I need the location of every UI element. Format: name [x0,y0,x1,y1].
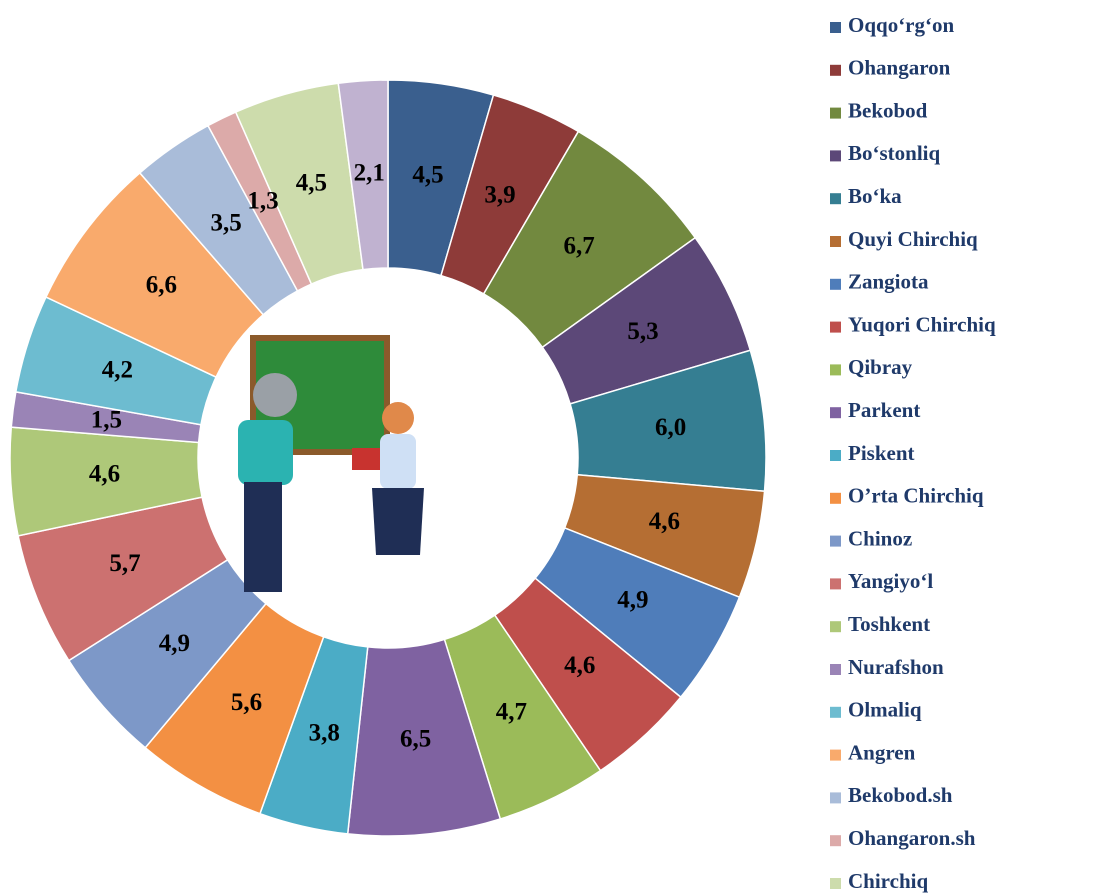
data-label: 1,5 [91,406,122,433]
legend-swatch [830,22,841,33]
data-label: 4,6 [89,461,120,488]
data-label: 2,1 [354,159,385,186]
legend-label: Nurafshon [848,655,944,679]
legend-swatch [830,150,841,162]
legend-swatch [830,278,841,290]
legend-swatch [830,492,841,504]
legend-label: O’rta Chirchiq [848,484,984,508]
legend-label: Chirchiq [848,869,928,893]
data-label: 6,7 [564,233,595,260]
legend-swatch [830,321,841,333]
illustration [238,335,424,592]
legend-label: Chinoz [848,526,912,550]
legend-label: Qibray [848,355,913,379]
data-label: 4,9 [159,630,190,657]
legend-swatch [830,749,841,761]
legend-label: Toshkent [848,612,930,636]
data-label: 3,8 [309,720,340,747]
legend-swatch [830,835,841,847]
data-label: 5,3 [627,318,658,345]
legend-swatch [830,578,841,590]
data-label: 4,6 [649,508,680,535]
legend-label: Zangiota [848,270,929,294]
data-label: 4,7 [496,699,527,726]
legend-label: Quyi Chirchiq [848,227,978,251]
book [352,448,380,470]
data-label: 6,6 [146,272,177,299]
legend-swatch [830,878,841,889]
legend-label: Yangiyo‘l [848,569,933,593]
legend-label: Bekobod [848,98,928,122]
data-label: 5,6 [231,689,262,716]
data-label: 4,2 [102,357,133,384]
legend-swatch [830,535,841,547]
data-label: 4,5 [296,169,327,196]
data-label: 5,7 [109,550,140,577]
girl-head [382,402,414,434]
teacher-legs [244,482,282,592]
legend-label: Piskent [848,441,915,465]
data-label: 4,6 [564,652,595,679]
legend-swatch [830,407,841,419]
legend-label: Yuqori Chirchiq [848,312,996,336]
legend-swatch [830,236,841,247]
data-label: 1,3 [247,188,278,215]
donut-segment [337,79,389,271]
girl-body [380,434,416,489]
legend-label: Ohangaron.sh [848,826,976,850]
data-label: 4,5 [412,162,443,189]
legend-label: Parkent [848,398,920,422]
legend-swatch [830,792,841,804]
legend-swatch [830,64,841,76]
legend-swatch [830,664,841,675]
data-label: 6,0 [655,414,686,441]
legend-swatch [830,621,841,633]
donut [9,79,767,837]
legend-label: Bekobod.sh [848,783,953,807]
data-label: 3,5 [211,209,242,236]
legend-swatch [830,107,841,119]
teacher-head [253,373,297,417]
legend-label: Bo‘stonliq [848,141,941,165]
teacher-body [238,420,293,485]
legend-swatch [830,706,841,718]
legend-label: Bo‘ka [848,184,902,208]
data-label: 6,5 [400,725,431,752]
legend-swatch [830,364,841,376]
legend-label: Oqqo‘rg‘on [848,13,955,37]
data-label: 3,9 [484,182,515,209]
legend-label: Angren [848,740,916,764]
legend-label: Ohangaron [848,56,951,80]
girl-skirt [372,488,424,555]
legend-swatch [830,450,841,461]
legend-label: Olmaliq [848,698,922,722]
data-label: 4,9 [617,587,648,614]
legend-swatch [830,193,841,205]
